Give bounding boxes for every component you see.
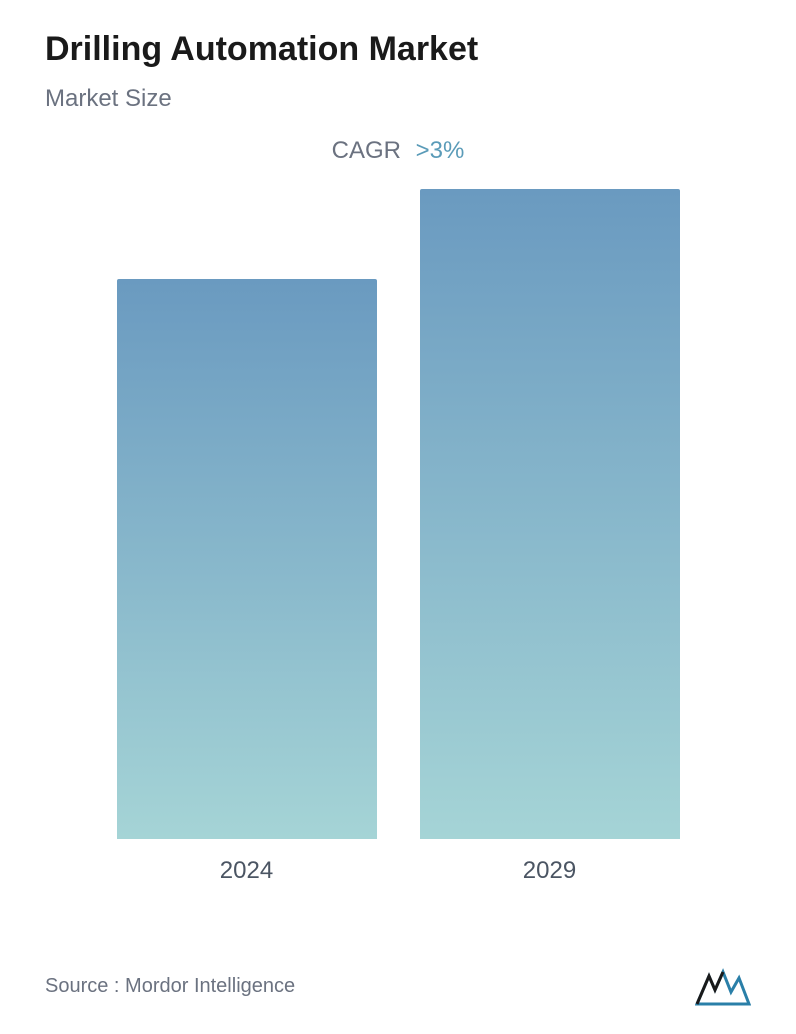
bar-label-1: 2029: [523, 857, 576, 885]
bar-1: [420, 189, 680, 839]
source-text: Source : Mordor Intelligence: [45, 975, 295, 998]
bar-group-1: 2029: [420, 189, 680, 885]
chart-area: 2024 2029: [45, 175, 751, 885]
footer: Source : Mordor Intelligence: [45, 966, 751, 1006]
cagr-value: >3%: [416, 137, 465, 164]
bar-label-0: 2024: [220, 857, 273, 885]
logo-icon: [695, 966, 751, 1006]
page-subtitle: Market Size: [45, 85, 751, 113]
cagr-row: CAGR >3%: [45, 137, 751, 165]
page-title: Drilling Automation Market: [45, 30, 751, 69]
cagr-label: CAGR: [332, 137, 401, 164]
bar-group-0: 2024: [117, 279, 377, 885]
bar-0: [117, 279, 377, 839]
